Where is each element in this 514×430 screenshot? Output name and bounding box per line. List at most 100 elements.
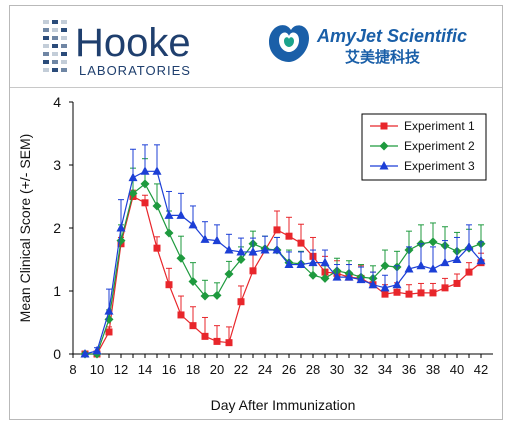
data-point	[152, 166, 162, 175]
data-point	[428, 237, 438, 247]
data-point	[416, 260, 426, 270]
x-tick-label: 18	[186, 362, 200, 377]
x-tick-label: 26	[282, 362, 296, 377]
data-point	[189, 322, 197, 330]
data-point	[201, 332, 209, 340]
x-tick-label: 32	[354, 362, 368, 377]
data-point	[176, 210, 186, 219]
legend-label: Experiment 1	[404, 119, 475, 133]
data-point	[320, 273, 330, 283]
y-tick-label: 3	[53, 157, 61, 173]
x-tick-label: 8	[69, 362, 76, 377]
data-point	[429, 289, 437, 297]
data-point	[284, 259, 294, 269]
logo-divider	[10, 87, 502, 88]
data-point	[116, 223, 126, 232]
data-point	[308, 270, 318, 280]
data-point	[200, 234, 210, 243]
data-point	[177, 311, 185, 319]
amyjet-cn: 艾美捷科技	[345, 48, 421, 66]
hooke-sub: LABORATORIES	[79, 63, 191, 78]
data-point	[224, 245, 234, 254]
x-tick-label: 14	[138, 362, 152, 377]
data-point	[392, 279, 402, 289]
data-point	[417, 289, 425, 297]
y-tick-label: 1	[53, 283, 61, 299]
series-2	[80, 158, 486, 359]
legend-marker	[379, 161, 389, 170]
legend-marker	[379, 141, 389, 151]
data-point	[153, 244, 161, 252]
data-point	[260, 245, 270, 254]
amyjet-scientific-logo: AmyJet Scientific 艾美捷科技	[269, 25, 467, 66]
data-point	[213, 337, 221, 345]
data-point	[164, 210, 174, 219]
legend-label: Experiment 3	[404, 159, 475, 173]
x-tick-label: 12	[114, 362, 128, 377]
y-axis-label: Mean Clinical Score (+/- SEM)	[17, 134, 33, 323]
data-point	[128, 172, 138, 182]
y-tick-label: 4	[53, 94, 61, 110]
x-tick-label: 24	[258, 362, 272, 377]
data-point	[381, 290, 389, 298]
data-point	[296, 259, 306, 269]
series-line	[84, 170, 482, 355]
data-point	[165, 281, 173, 289]
hooke-name: Hooke	[75, 21, 191, 65]
x-tick-label: 10	[90, 362, 104, 377]
series-line	[85, 195, 482, 355]
data-point	[393, 288, 401, 296]
data-point	[237, 298, 245, 306]
legend-label: Experiment 2	[404, 139, 475, 153]
data-point	[440, 257, 450, 267]
figure-frame: Hooke LABORATORIES AmyJet Scientific 艾美捷…	[9, 5, 503, 420]
data-point	[212, 290, 222, 300]
data-point	[225, 339, 233, 347]
data-point	[380, 282, 390, 292]
data-point	[380, 261, 390, 271]
data-point	[297, 239, 305, 247]
data-point	[105, 328, 113, 336]
data-point	[188, 219, 198, 229]
data-point	[140, 166, 150, 175]
data-point	[249, 267, 257, 275]
data-point	[332, 272, 342, 281]
data-point	[308, 257, 318, 267]
x-axis-label: Day After Immunization	[211, 397, 356, 413]
x-tick-label: 16	[162, 362, 176, 377]
data-point	[236, 246, 246, 256]
data-point	[224, 269, 234, 279]
data-point	[236, 255, 246, 264]
data-point	[141, 199, 149, 207]
data-point	[453, 279, 461, 287]
data-point	[140, 179, 150, 189]
series-1	[81, 189, 485, 358]
x-tick-label: 28	[306, 362, 320, 377]
hooke-grid-mark	[43, 20, 67, 72]
x-tick-label: 34	[378, 362, 392, 377]
amyjet-name: AmyJet Scientific	[316, 26, 467, 46]
series-3	[80, 144, 486, 358]
data-point	[476, 255, 486, 265]
data-point	[344, 272, 354, 281]
data-point	[404, 263, 414, 273]
data-point	[368, 279, 378, 289]
series-line	[85, 182, 482, 355]
x-tick-label: 22	[234, 362, 248, 377]
data-point	[465, 268, 473, 276]
data-point	[405, 290, 413, 298]
data-point	[452, 254, 462, 263]
data-point	[80, 349, 90, 358]
hooke-laboratories-logo: Hooke LABORATORIES	[43, 20, 191, 78]
x-tick-label: 30	[330, 362, 344, 377]
x-tick-label: 40	[450, 362, 464, 377]
data-point	[152, 201, 162, 211]
x-tick-label: 20	[210, 362, 224, 377]
x-tick-label: 38	[426, 362, 440, 377]
amyjet-mark	[269, 25, 309, 62]
data-point	[273, 226, 281, 234]
data-point	[272, 245, 282, 254]
chart-legend: Experiment 1 Experiment 2 Experiment 3	[361, 113, 487, 181]
data-point	[200, 291, 210, 301]
